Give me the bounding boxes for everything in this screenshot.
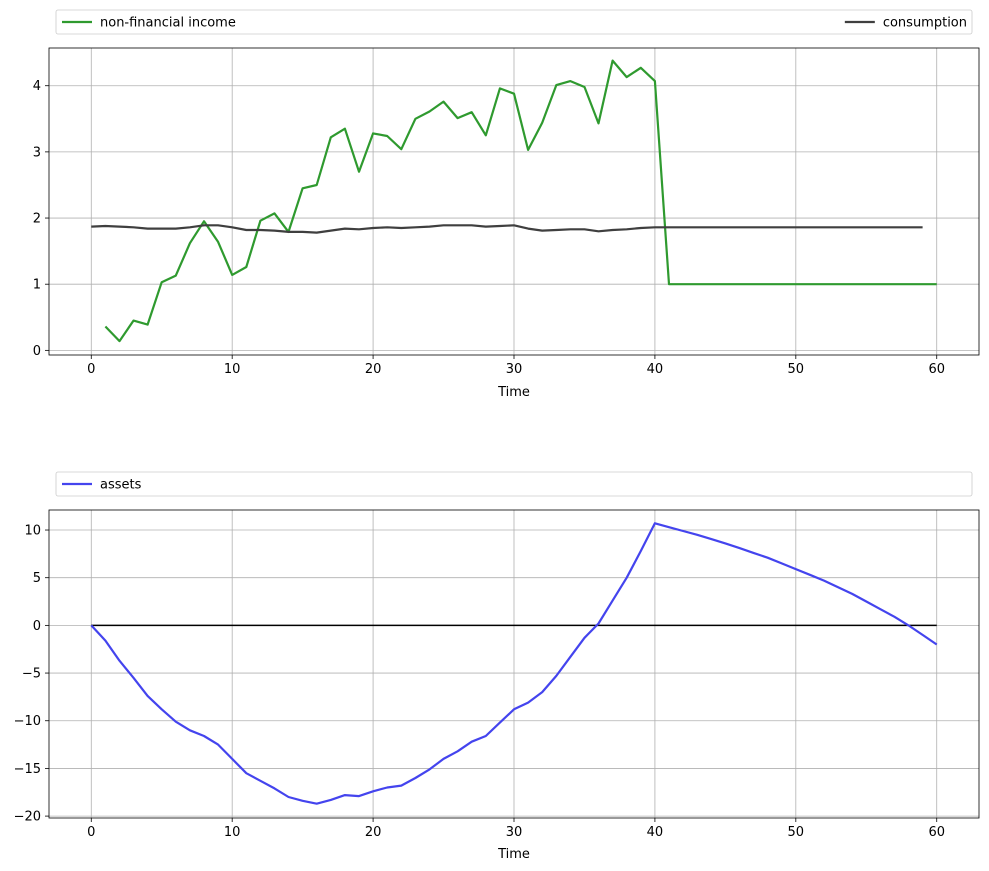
- y-tick-label: 3: [33, 145, 41, 160]
- legend: non-financial income consumption: [55, 9, 973, 35]
- legend-label-assets: assets: [100, 478, 142, 493]
- legend-box: [55, 471, 973, 497]
- y-tick-label: 4: [33, 79, 41, 94]
- legend-label-non-financial-income: non-financial income: [100, 16, 236, 31]
- x-tick-label: 10: [224, 362, 241, 377]
- legend-label-consumption: consumption: [883, 16, 967, 31]
- legend: assets: [55, 471, 973, 497]
- y-tick-label: 10: [24, 524, 41, 539]
- y-tick-label: 0: [33, 619, 41, 634]
- x-tick-label: 40: [647, 825, 664, 840]
- x-tick-label: 0: [87, 825, 95, 840]
- x-tick-label: 60: [928, 825, 945, 840]
- series-line-non-financial-income: [104, 59, 937, 343]
- y-tick-label: −10: [14, 714, 41, 729]
- y-tick-label: 2: [33, 212, 41, 227]
- y-tick-label: −20: [14, 810, 41, 825]
- x-tick-label: 50: [788, 362, 805, 377]
- y-tick-label: −5: [22, 667, 41, 682]
- x-tick-label: 40: [647, 362, 664, 377]
- x-tick-label: 30: [506, 825, 523, 840]
- y-tick-label: 0: [33, 344, 41, 359]
- series-line-assets: [90, 522, 938, 805]
- x-tick-label: 10: [224, 825, 241, 840]
- x-tick-label: 0: [87, 362, 95, 377]
- x-tick-label: 60: [928, 362, 945, 377]
- income-consumption-chart: 0 10 20 30 40 50 60 0 1 2 3 4 Time non-financial inco…: [33, 9, 980, 400]
- x-axis-label: Time: [497, 847, 530, 862]
- x-tick-label: 20: [365, 362, 382, 377]
- y-tick-label: 5: [33, 571, 41, 586]
- y-tick-label: 1: [33, 278, 41, 293]
- x-axis-label: Time: [497, 385, 530, 400]
- x-tick-label: 20: [365, 825, 382, 840]
- x-tick-label: 30: [506, 362, 523, 377]
- series-line-consumption: [91, 224, 923, 234]
- x-tick-label: 50: [788, 825, 805, 840]
- y-tick-label: −15: [14, 762, 41, 777]
- legend-box: [55, 9, 973, 35]
